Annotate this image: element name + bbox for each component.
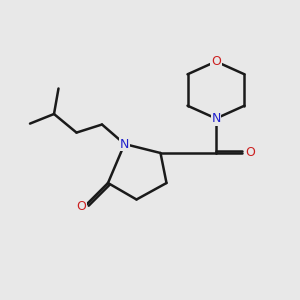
Text: N: N: [211, 112, 221, 125]
Text: N: N: [120, 137, 129, 151]
Text: O: O: [245, 146, 255, 160]
Text: O: O: [77, 200, 86, 213]
Text: O: O: [211, 55, 221, 68]
